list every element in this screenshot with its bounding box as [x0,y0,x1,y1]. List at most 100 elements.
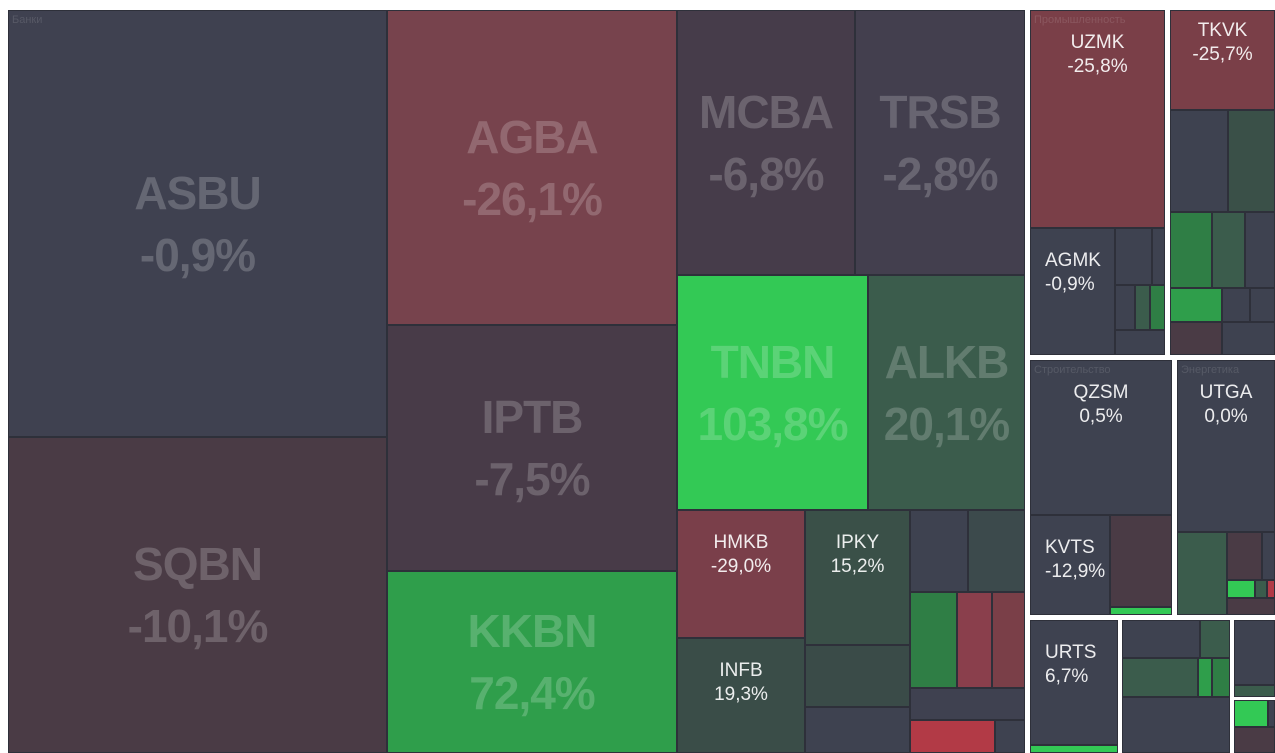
tile [1234,727,1275,753]
ticker-label: ALKB [884,335,1010,388]
change-label: -0,9% [139,228,256,281]
tile [1250,288,1275,322]
tile [910,688,1025,720]
tile: ASBU -0,9% [8,10,387,437]
change-label: 0,5% [1079,406,1123,427]
ticker-label: INFB [719,660,763,681]
tile: UZMK -25,8% [1030,10,1165,228]
tile [805,645,910,707]
tile [1268,700,1275,727]
tile: AGMK -0,9% [1030,228,1115,355]
change-label: 15,2% [830,556,885,577]
tile [1227,580,1255,598]
tile [1030,745,1118,753]
change-label: 0,0% [1204,406,1248,427]
tile [1255,580,1267,598]
change-label: -6,8% [708,147,824,200]
tile [968,510,1025,592]
tile: KVTS -12,9% [1030,515,1110,615]
tile [1222,288,1250,322]
ticker-label: TRSB [879,85,1001,138]
ticker-label: TKVK [1197,20,1248,41]
tile [1170,110,1228,212]
change-label: -29,0% [710,556,772,577]
tile [1227,598,1275,615]
tile [910,510,968,592]
change-label: 72,4% [469,667,595,719]
tile [995,720,1025,753]
ticker-label: URTS [1045,642,1097,663]
tile [1262,532,1275,580]
ticker-label: KVTS [1045,537,1095,558]
ticker-label: UTGA [1199,382,1253,403]
tile [1110,607,1172,615]
sector-label: Банки [12,14,43,26]
change-label: -10,1% [127,600,269,652]
change-label: -2,8% [882,147,998,200]
change-label: -26,1% [462,172,603,225]
tile: KKBN 72,4% [387,571,677,753]
ticker-label: SQBN [133,538,263,590]
tile [1170,288,1222,322]
tile [1234,620,1275,685]
ticker-label: TNBN [710,335,836,388]
tile: TRSB -2,8% [855,10,1025,275]
tile [1212,212,1245,288]
tile [1152,228,1165,285]
tile: UTGA 0,0% [1177,360,1275,532]
tile: HMKB -29,0% [677,510,805,638]
tile [1228,110,1275,212]
tile: URTS 6,7% [1030,620,1118,745]
tile [910,592,957,688]
tile: ALKB 20,1% [868,275,1025,510]
tile: AGBA -26,1% [387,10,677,325]
tile [1198,658,1212,697]
tile: INFB 19,3% [677,638,805,753]
tile [1115,285,1135,330]
sector-label: Энергетика [1181,364,1240,376]
change-label: 6,7% [1045,666,1089,687]
tile [1115,330,1165,355]
tile: TKVK -25,7% [1170,10,1275,110]
change-label: -25,8% [1067,56,1128,77]
tile [1227,532,1262,580]
change-label: -12,9% [1045,561,1106,582]
ticker-label: HMKB [713,532,769,553]
change-label: 19,3% [714,684,768,705]
tile [1234,685,1275,697]
ticker-label: IPTB [481,391,584,443]
tile [957,592,992,688]
tile: SQBN -10,1% [8,437,387,753]
tile [1122,697,1230,753]
ticker-label: AGBA [466,110,598,163]
change-label: -25,7% [1192,44,1253,65]
tile [910,720,995,753]
ticker-label: KKBN [467,605,598,657]
tile: IPTB -7,5% [387,325,677,571]
tile [1122,620,1200,658]
tile [1177,532,1227,615]
change-label: 103,8% [697,397,848,450]
tile [1245,212,1275,288]
change-label: -7,5% [474,453,590,505]
ticker-label: IPKY [835,532,880,553]
tile: MCBA -6,8% [677,10,855,275]
ticker-label: UZMK [1070,32,1125,53]
tile: TNBN 103,8% [677,275,868,510]
tile [1212,658,1230,697]
tile [1110,515,1172,607]
tile [1170,212,1212,288]
tile [1122,658,1198,697]
tile [1267,580,1275,598]
tile: QZSM 0,5% [1030,360,1172,515]
ticker-label: AGMK [1045,250,1101,271]
sector-label: Строительство [1034,364,1111,376]
tile [1150,285,1165,330]
ticker-label: QZSM [1073,382,1129,403]
tile [1170,322,1222,355]
sector-label: Промышленность [1034,14,1126,26]
tile [1222,322,1275,355]
ticker-label: ASBU [134,166,261,219]
tile [1200,620,1230,658]
